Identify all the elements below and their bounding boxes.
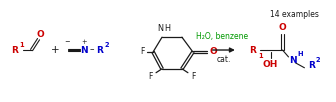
Text: O: O — [279, 23, 286, 32]
Text: R: R — [249, 45, 256, 54]
Text: –: – — [89, 45, 93, 54]
Text: F: F — [148, 72, 152, 81]
Text: F: F — [192, 72, 196, 81]
Text: N: N — [81, 47, 88, 55]
Text: H: H — [298, 51, 303, 57]
Text: H: H — [164, 24, 170, 33]
Text: H₂O, benzene: H₂O, benzene — [196, 32, 248, 41]
Text: OH: OH — [263, 60, 278, 69]
Text: R: R — [308, 61, 315, 70]
Text: −: − — [65, 39, 70, 45]
Text: 1: 1 — [19, 42, 24, 48]
Text: cat.: cat. — [217, 55, 231, 64]
Text: N: N — [289, 56, 296, 65]
Text: R: R — [11, 45, 17, 54]
Text: +: + — [82, 39, 87, 45]
Text: +: + — [51, 45, 60, 55]
Text: 14 examples: 14 examples — [270, 10, 319, 19]
Text: 1: 1 — [258, 53, 263, 59]
Text: F: F — [140, 48, 144, 57]
Text: 2: 2 — [315, 57, 320, 63]
Text: 2: 2 — [104, 42, 109, 48]
Text: R: R — [96, 47, 103, 55]
Text: N: N — [157, 24, 163, 33]
Text: O: O — [37, 30, 44, 39]
Text: O: O — [210, 48, 218, 57]
